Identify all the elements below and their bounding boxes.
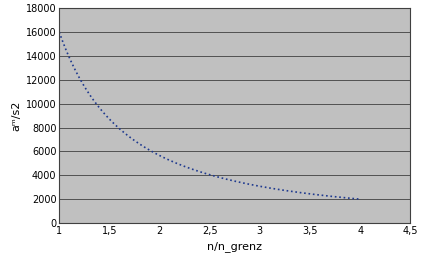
- Y-axis label: aᵐ/s2: aᵐ/s2: [11, 100, 22, 131]
- X-axis label: n/n_grenz: n/n_grenz: [207, 241, 262, 252]
